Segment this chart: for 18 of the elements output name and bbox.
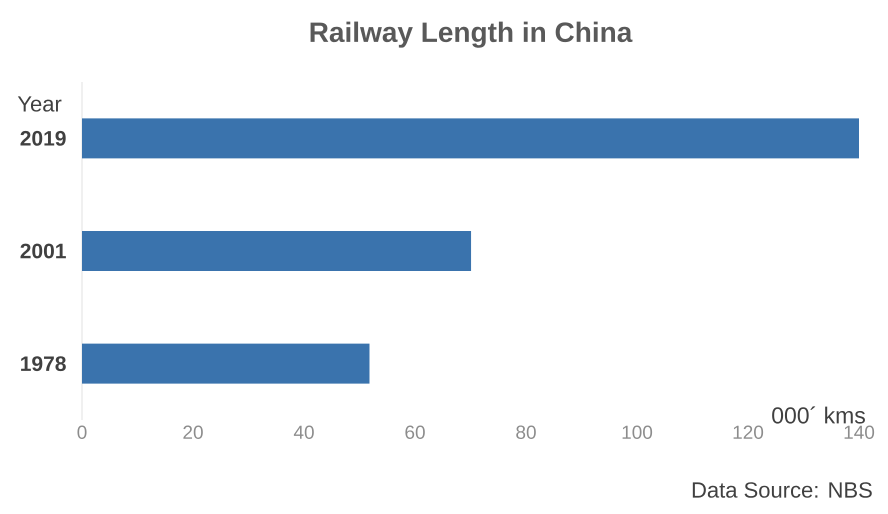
y-tick-label: 1978 xyxy=(21,356,66,372)
y-axis-title: Year xyxy=(18,96,62,112)
bar xyxy=(82,231,472,271)
x-tick-label: 20 xyxy=(183,426,203,439)
x-tick-label: 140 xyxy=(844,426,874,439)
x-tick-label: 40 xyxy=(294,426,314,439)
bar xyxy=(82,118,860,158)
x-tick-label: 0 xyxy=(77,426,87,439)
chart-title: Railway Length in China xyxy=(310,22,632,48)
source-note: Data Source: NBS xyxy=(692,482,872,498)
x-axis-title: 000´ kms xyxy=(772,406,865,424)
x-tick-label: 120 xyxy=(734,426,764,439)
y-tick-label: 2019 xyxy=(20,130,66,146)
x-tick-label: 60 xyxy=(405,426,425,439)
y-tick-label: 2001 xyxy=(20,244,66,258)
x-tick-label: 100 xyxy=(622,426,652,439)
x-tick-label: 80 xyxy=(516,426,536,439)
bar xyxy=(82,344,370,384)
